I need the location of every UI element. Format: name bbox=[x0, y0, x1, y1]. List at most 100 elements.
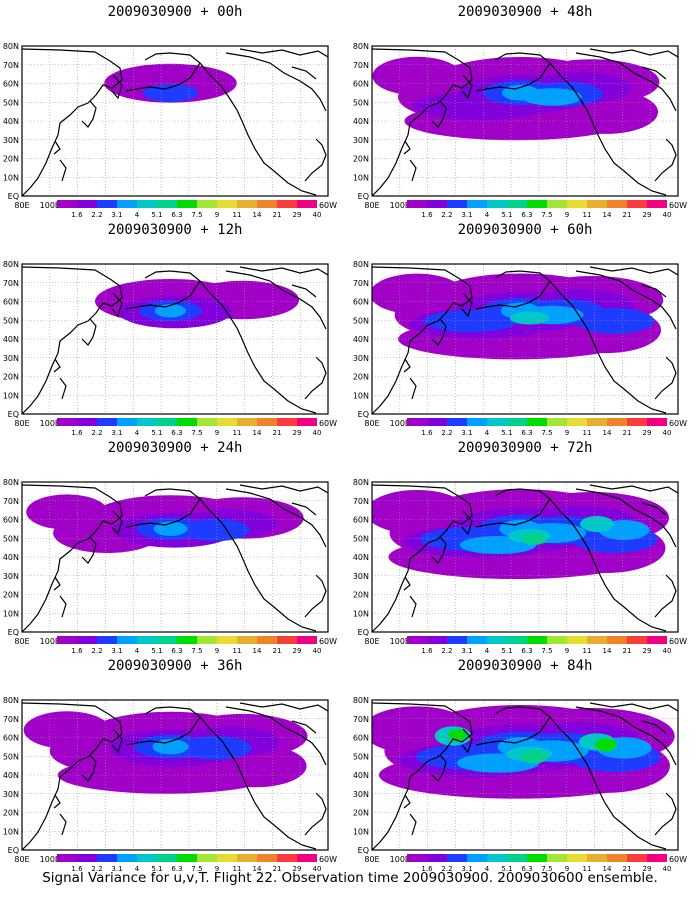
coastline-kamchatka bbox=[461, 292, 473, 318]
lon-label: 60W bbox=[669, 855, 687, 864]
colorbar-swatch bbox=[647, 200, 667, 208]
lat-label: 50N bbox=[3, 316, 19, 325]
colorbar-swatch bbox=[407, 854, 427, 862]
colorbar-swatch bbox=[117, 418, 137, 426]
colorbar-label: 21 bbox=[273, 211, 282, 219]
lat-label: EQ bbox=[8, 410, 19, 419]
lat-label: 40N bbox=[353, 335, 369, 344]
colorbar-label: 2.2 bbox=[91, 865, 102, 873]
coastline-hudson-bay bbox=[575, 706, 677, 766]
variance-contour bbox=[580, 516, 614, 532]
colorbar-label: 7.5 bbox=[191, 211, 202, 219]
lon-label: 100E bbox=[390, 419, 410, 428]
colorbar-swatch bbox=[77, 636, 97, 644]
variance-contour bbox=[423, 309, 519, 333]
colorbar-swatch bbox=[607, 854, 627, 862]
map-panel: 2009030900 + 12h 80N 70N 60N 50N 40N 30N 20N 10N… bbox=[0, 221, 350, 443]
colorbar-label: 3.1 bbox=[461, 429, 472, 437]
colorbar-label: 11 bbox=[583, 865, 592, 873]
colorbar-swatch bbox=[157, 854, 177, 862]
colorbar-swatch bbox=[547, 636, 567, 644]
colorbar-label: 4 bbox=[485, 647, 490, 655]
lat-label: 20N bbox=[3, 155, 19, 164]
lat-label: 10N bbox=[3, 391, 19, 400]
coastline-alaska bbox=[125, 488, 201, 528]
lat-label: 10N bbox=[3, 609, 19, 618]
lon-label: 80E bbox=[364, 637, 379, 646]
lat-label: 30N bbox=[3, 136, 19, 145]
lat-label: 50N bbox=[353, 534, 369, 543]
coastline-north-america-west bbox=[199, 280, 317, 414]
colorbar-swatch bbox=[447, 854, 467, 862]
variance-contour bbox=[142, 83, 199, 102]
lat-label: 10N bbox=[3, 827, 19, 836]
colorbar-swatch bbox=[407, 418, 427, 426]
colorbar-swatch bbox=[197, 200, 217, 208]
lon-label: 80E bbox=[364, 419, 379, 428]
colorbar-label: 2.2 bbox=[441, 211, 452, 219]
colorbar-label: 5.1 bbox=[501, 211, 512, 219]
map-frame bbox=[21, 699, 329, 851]
panel-title: 2009030900 + 48h bbox=[457, 4, 593, 20]
colorbar-swatch bbox=[427, 200, 447, 208]
lat-label: EQ bbox=[358, 410, 369, 419]
colorbar-swatch bbox=[77, 418, 97, 426]
map-frame bbox=[21, 481, 329, 633]
lat-label: 50N bbox=[353, 316, 369, 325]
lat-label: EQ bbox=[358, 192, 369, 201]
lon-label: 100E bbox=[40, 201, 60, 210]
coastline-arctic-islands bbox=[239, 702, 328, 712]
colorbar-label: 2.2 bbox=[441, 429, 452, 437]
colorbar-swatch bbox=[547, 854, 567, 862]
coastline-hudson-bay bbox=[575, 52, 677, 112]
colorbar-label: 5.1 bbox=[501, 647, 512, 655]
figure-caption: Signal Variance for u,v,T. Flight 22. Ob… bbox=[42, 870, 658, 886]
colorbar-swatch bbox=[277, 854, 297, 862]
map-panel: 2009030900 + 72h 80N 70N 60N 50N 40N 30N 20N 10N… bbox=[350, 439, 700, 661]
colorbar-swatch bbox=[407, 636, 427, 644]
colorbar-label: 21 bbox=[623, 429, 632, 437]
coastline-arctic-islands bbox=[291, 66, 317, 80]
colorbar-label: 29 bbox=[293, 429, 302, 437]
lat-label: 30N bbox=[353, 136, 369, 145]
colorbar-label: 29 bbox=[643, 211, 652, 219]
coastline-arctic-islands bbox=[589, 266, 678, 276]
coastline-north-america-west bbox=[199, 716, 317, 850]
colorbar-swatch bbox=[627, 854, 647, 862]
colorbar-swatch bbox=[567, 418, 587, 426]
lat-label: 80N bbox=[353, 478, 369, 487]
coastline-arctic-islands bbox=[291, 284, 317, 298]
coastline-asia bbox=[372, 702, 473, 850]
panel-title: 2009030900 + 24h bbox=[107, 440, 243, 456]
colorbar-label: 7.5 bbox=[191, 429, 202, 437]
coastline-north-america-east bbox=[304, 356, 327, 400]
lat-label: 40N bbox=[353, 553, 369, 562]
variance-contour bbox=[521, 533, 547, 545]
coastline-hudson-bay bbox=[225, 270, 327, 330]
colorbar-swatch bbox=[547, 200, 567, 208]
colorbar-label: 21 bbox=[273, 429, 282, 437]
lat-label: 40N bbox=[3, 335, 19, 344]
colorbar-label: 3.1 bbox=[461, 865, 472, 873]
colorbar-swatch bbox=[117, 200, 137, 208]
coastline-asia bbox=[22, 266, 123, 414]
lat-label: 40N bbox=[3, 553, 19, 562]
colorbar-label: 21 bbox=[623, 211, 632, 219]
lon-label: 60W bbox=[319, 637, 337, 646]
coastline-taiwan bbox=[403, 140, 411, 155]
map-frame bbox=[371, 481, 679, 633]
colorbar-swatch bbox=[197, 854, 217, 862]
coastline-arctic-islands bbox=[641, 284, 667, 298]
colorbar-label: 6.3 bbox=[171, 647, 182, 655]
variance-contour bbox=[509, 311, 550, 325]
colorbar-swatch bbox=[507, 636, 527, 644]
coastline-arctic-islands bbox=[239, 484, 328, 494]
colorbar-swatch bbox=[117, 636, 137, 644]
colorbar-swatch bbox=[427, 854, 447, 862]
variance-contour bbox=[595, 738, 617, 752]
colorbar-label: 3.1 bbox=[111, 211, 122, 219]
colorbar-label: 2.2 bbox=[441, 647, 452, 655]
colorbar-swatch bbox=[157, 418, 177, 426]
panel-title: 2009030900 + 84h bbox=[457, 658, 593, 674]
lat-label: 10N bbox=[353, 827, 369, 836]
